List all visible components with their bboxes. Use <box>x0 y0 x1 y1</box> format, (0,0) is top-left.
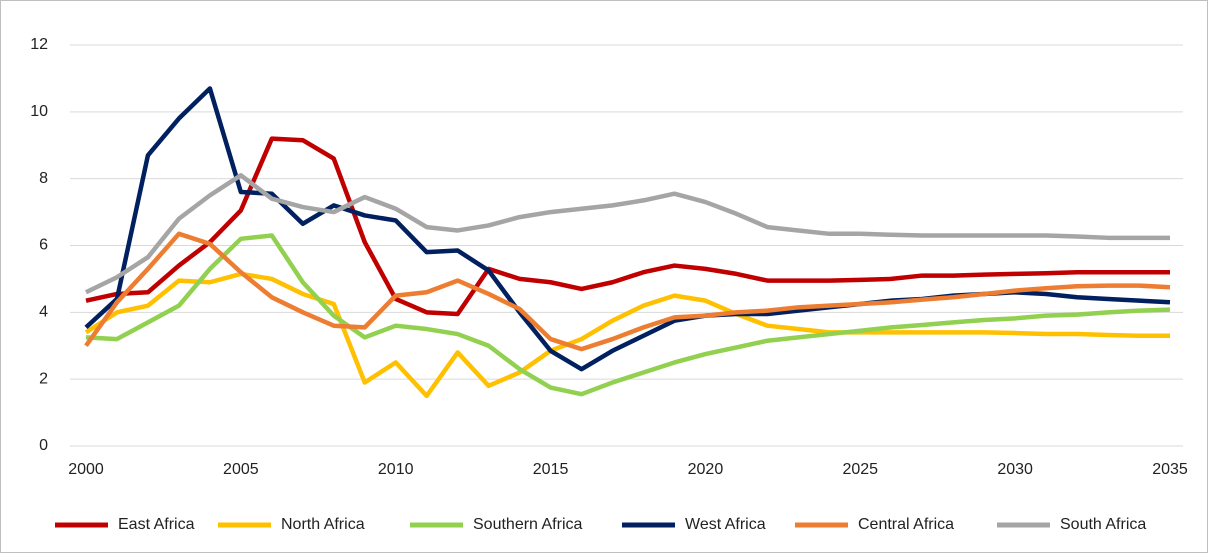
legend-label: North Africa <box>281 516 365 533</box>
series-line <box>84 231 1171 352</box>
x-tick-label: 2025 <box>842 461 878 478</box>
y-tick-label: 12 <box>30 36 48 53</box>
series-line <box>85 136 1170 317</box>
x-tick-label: 2015 <box>533 461 569 478</box>
legend-label: Southern Africa <box>473 516 583 533</box>
y-tick-label: 2 <box>39 370 48 387</box>
legend-label: East Africa <box>118 516 195 533</box>
legend-label: Central Africa <box>858 516 954 533</box>
x-tick-label: 2020 <box>688 461 724 478</box>
y-tick-label: 8 <box>39 170 48 187</box>
series-line <box>85 233 1171 397</box>
series-line <box>85 173 1170 295</box>
x-tick-label: 2035 <box>1152 461 1188 478</box>
legend-label: West Africa <box>685 516 766 533</box>
x-tick-label: 2030 <box>997 461 1033 478</box>
y-tick-label: 0 <box>39 437 48 454</box>
x-tick-label: 2005 <box>223 461 259 478</box>
legend-label: South Africa <box>1060 516 1146 533</box>
y-tick-label: 10 <box>30 103 48 120</box>
y-tick-label: 4 <box>39 304 48 321</box>
x-tick-label: 2000 <box>68 461 104 478</box>
series-line <box>84 271 1170 399</box>
y-tick-label: 6 <box>39 237 48 254</box>
x-tick-label: 2010 <box>378 461 414 478</box>
